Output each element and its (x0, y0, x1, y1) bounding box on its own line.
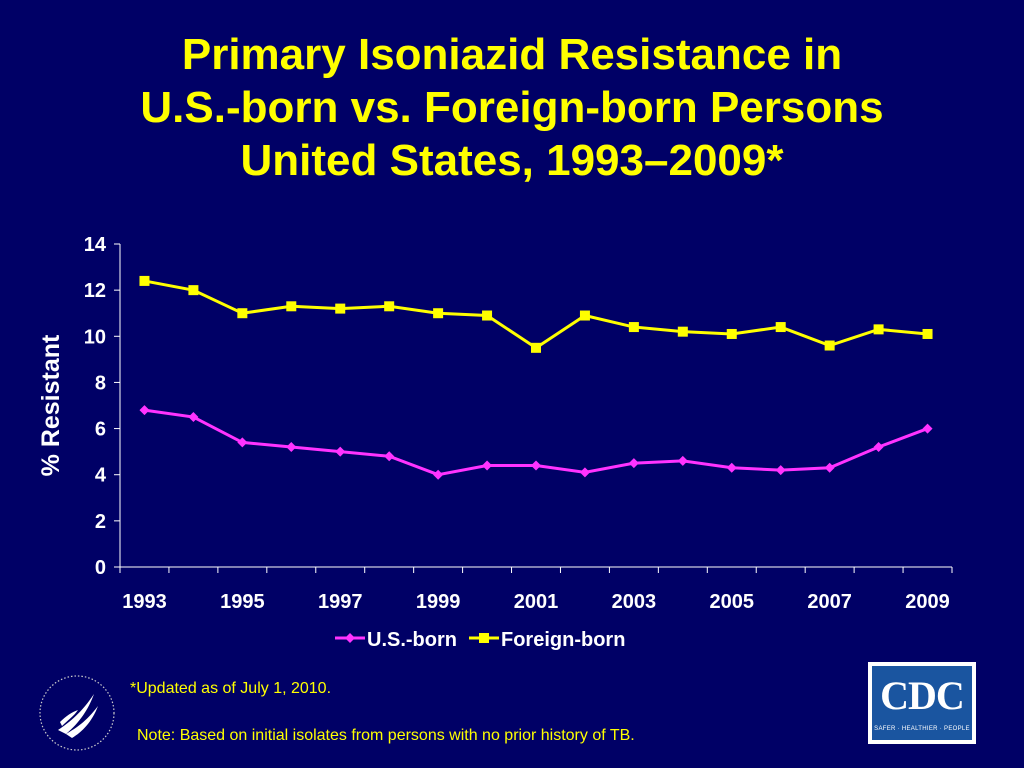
x-tick-label: 2001 (514, 591, 559, 613)
data-point (531, 342, 541, 353)
cdc-logo-tagline: SAFER · HEALTHIER · PEOPLE (874, 726, 970, 732)
data-point (922, 328, 933, 339)
legend-marker (345, 633, 355, 643)
data-point (579, 467, 590, 478)
legend-marker (479, 633, 489, 643)
y-tick-label: 0 (95, 557, 106, 579)
legend-label: Foreign-born (501, 629, 625, 651)
data-point (873, 324, 884, 335)
data-point (775, 465, 786, 476)
title-line-2: U.S.-born vs. Foreign-born Persons (140, 83, 884, 132)
y-tick-label: 12 (84, 280, 106, 302)
legend-label: U.S.-born (367, 629, 457, 651)
cdc-logo: CDC SAFER · HEALTHIER · PEOPLE (868, 662, 976, 744)
cdc-logo-letters: CDC (880, 673, 965, 718)
x-tick-label: 2007 (807, 591, 852, 613)
data-point (237, 308, 248, 319)
y-tick-label: 6 (95, 419, 106, 441)
x-tick-label: 2005 (710, 591, 755, 613)
y-axis-label: % Resistant (37, 334, 65, 476)
data-point (384, 451, 395, 462)
y-tick-label: 8 (95, 372, 106, 394)
footnote: *Updated as of July 1, 2010. (130, 680, 332, 697)
data-point (824, 340, 835, 351)
page-title: Primary Isoniazid Resistance in U.S.-bor… (0, 28, 1024, 187)
data-point (335, 303, 346, 314)
legend-item-foreign-born: Foreign-born (469, 629, 625, 651)
data-point (139, 275, 150, 286)
data-point (579, 310, 590, 321)
data-point (531, 460, 541, 471)
data-point (628, 322, 639, 333)
series-foreign-born (139, 275, 933, 353)
x-tick-label: 1995 (220, 591, 265, 613)
data-point (384, 301, 395, 312)
y-tick-label: 10 (84, 326, 106, 348)
data-point (726, 328, 737, 339)
title-line-1: Primary Isoniazid Resistance in (181, 30, 843, 79)
data-point (726, 462, 737, 473)
data-point (286, 301, 297, 312)
data-point (482, 460, 493, 471)
series-us-born (139, 405, 933, 480)
data-point (286, 442, 297, 453)
data-point (237, 437, 248, 448)
hhs-seal-icon (39, 675, 115, 751)
data-point (188, 412, 199, 423)
x-tick-label: 1997 (318, 591, 363, 613)
data-point (628, 458, 639, 469)
data-point (482, 310, 493, 321)
data-point (775, 322, 786, 333)
line-chart: 0 2 4 6 8 10 12 14 1993 1995 1997 1999 2001 2003 2005 2… (37, 234, 953, 651)
x-tick-label: 1993 (122, 591, 167, 613)
x-tick-label: 2009 (905, 591, 950, 613)
y-tick-label: 4 (95, 465, 107, 487)
data-point (677, 455, 688, 466)
y-tick-label: 14 (84, 234, 107, 256)
note: Note: Based on initial isolates from per… (137, 727, 635, 744)
y-tick-label: 2 (95, 511, 106, 533)
data-point (433, 308, 444, 319)
title-line-3: United States, 1993–2009* (240, 136, 784, 185)
data-point (335, 446, 346, 457)
data-point (677, 326, 688, 337)
x-tick-label: 2003 (612, 591, 657, 613)
data-point (433, 469, 444, 480)
x-tick-label: 1999 (416, 591, 461, 613)
series-line (144, 279, 928, 350)
data-point (188, 285, 199, 296)
data-point (139, 405, 150, 416)
data-point (873, 442, 884, 453)
legend-item-us-born: U.S.-born (335, 629, 457, 651)
data-point (824, 462, 835, 473)
data-point (922, 423, 933, 434)
